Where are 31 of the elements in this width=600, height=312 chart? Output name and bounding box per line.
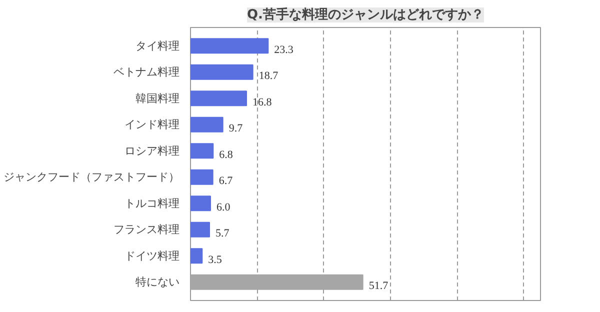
y-tick-label: タイ料理 [136, 39, 180, 52]
data-label: 51.7 [368, 280, 389, 292]
data-label: 6.7 [218, 175, 234, 188]
bar [190, 116, 224, 132]
data-label: 5.7 [216, 228, 230, 240]
data-label: 16.8 [252, 96, 272, 108]
data-label: 6.0 [216, 201, 231, 214]
bar [190, 248, 203, 264]
data-label: 23.3 [274, 44, 294, 56]
y-tick-label: 韓国料理 [136, 92, 180, 105]
y-tick-label: トルコ料理 [124, 196, 180, 210]
bar [190, 222, 210, 238]
bar [190, 169, 214, 185]
data-label: 3.5 [208, 254, 222, 266]
y-tick-label: ロシア料理 [124, 144, 180, 158]
data-label: 18.7 [258, 70, 279, 82]
bar [190, 274, 364, 290]
data-label: 6.8 [219, 148, 234, 161]
y-tick-label: インド料理 [124, 118, 180, 132]
y-tick-label: ドイツ料理 [124, 249, 180, 262]
y-tick-label: ベトナム料理 [114, 66, 180, 79]
bar [190, 196, 211, 212]
bar [190, 90, 247, 106]
bar [190, 38, 269, 54]
data-label: 9.7 [228, 122, 244, 135]
y-tick-label: ジャンクフード（ファストフード） [4, 170, 180, 184]
y-tick-label: 特にない [136, 276, 180, 289]
bar [190, 64, 254, 80]
bar [190, 143, 214, 159]
chart-title: Q.苦手な料理のジャンルはどれですか？ [247, 6, 484, 22]
y-tick-label: フランス料理 [114, 223, 180, 236]
